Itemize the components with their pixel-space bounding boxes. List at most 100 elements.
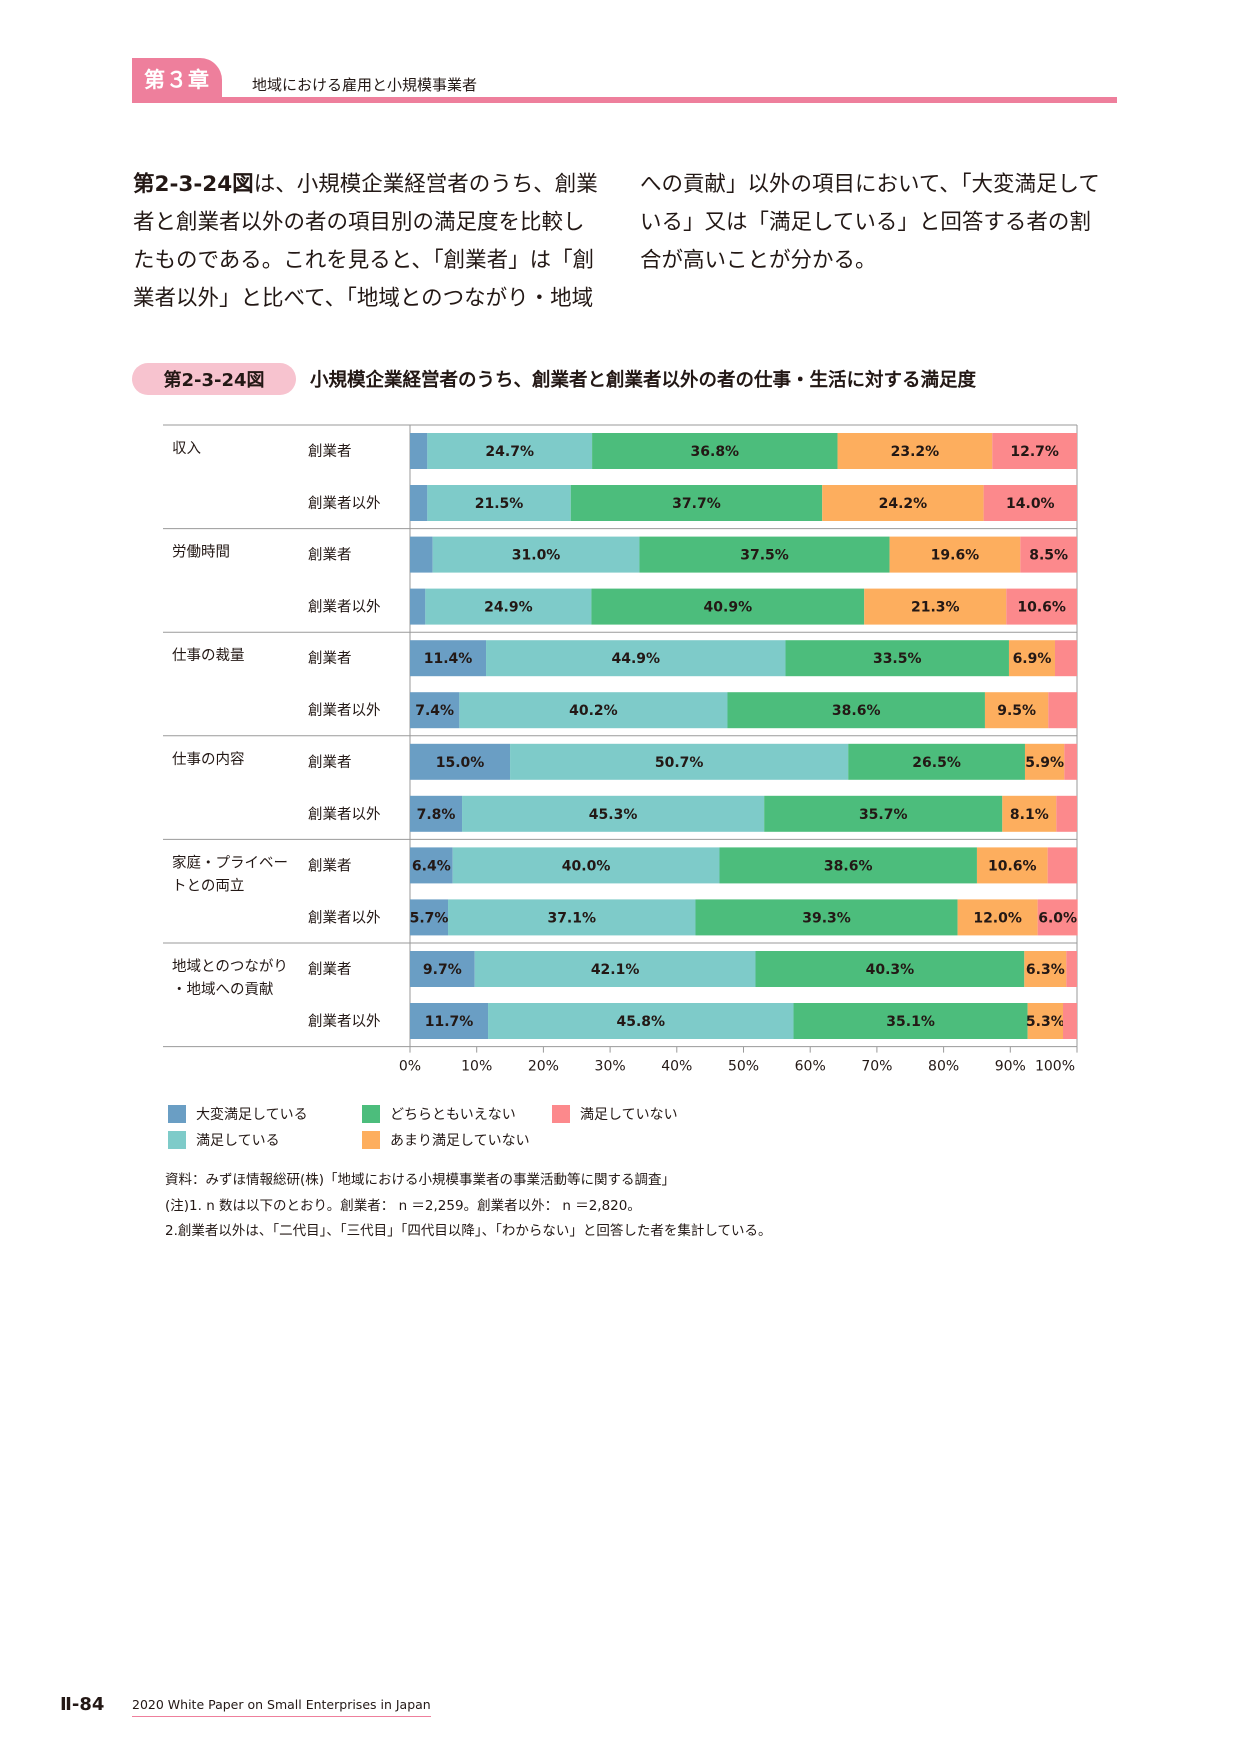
bar-segment [410,795,463,832]
data-label: 26.5% [912,755,961,771]
data-label: 36.8% [691,444,740,460]
bar-segment [1024,951,1067,987]
group-label: ・地域への貢献 [172,981,274,998]
data-label: 24.9% [484,600,533,616]
data-label: 37.7% [672,496,721,512]
bar-segment [983,485,1077,521]
data-label: 35.1% [886,1014,935,1030]
bar-segment [957,899,1038,936]
x-tick-label: 60% [795,1059,826,1075]
bar-segment [1066,951,1077,987]
data-label: 40.9% [704,600,753,616]
bar-segment [591,588,865,625]
legend-swatch [168,1105,186,1123]
legend-item: 満足している [168,1130,280,1150]
bar-segment [570,485,823,521]
data-label: 45.8% [616,1014,665,1030]
legend-label: 大変満足している [196,1107,308,1123]
x-tick-label: 40% [661,1059,692,1075]
bar-segment [848,743,1025,780]
book-title: 2020 White Paper on Small Enterprises in… [132,1697,431,1717]
data-label: 40.3% [866,962,915,978]
data-label: 31.0% [512,548,561,564]
data-label: 40.0% [562,858,611,874]
bar-segment [785,640,1009,677]
x-tick-label: 30% [595,1059,626,1075]
bar-segment [448,899,696,936]
data-label: 9.7% [423,962,462,978]
x-tick-label: 90% [995,1059,1026,1075]
group-label: 労働時間 [172,544,230,561]
bar-segment [510,743,849,780]
data-label: 33.5% [873,651,922,667]
bar-segment [427,433,593,469]
bar-segment [837,433,993,469]
bar-segment [427,485,571,521]
row-label: 創業者 [308,961,352,978]
chapter-title: 地域における雇用と小規模事業者 [252,76,478,94]
bar-segment [1024,743,1065,780]
legend-swatch [552,1105,570,1123]
bar-segment [639,536,890,573]
bar-segment [432,536,640,573]
legend-label: 満足している [196,1133,280,1149]
bar-segment [425,588,592,625]
bar-segment [1056,795,1077,832]
bar-segment [410,433,428,469]
group-label: 仕事の内容 [172,751,245,768]
group-label: 家庭・プライベー [172,854,288,871]
data-label: 6.0% [1038,910,1077,926]
data-label: 38.6% [824,858,873,874]
data-label: 10.6% [1017,600,1066,616]
bar-segment [410,951,475,987]
data-label: 8.5% [1029,548,1068,564]
bar-segment [474,951,756,987]
chapter-rule [132,97,1117,103]
legend-label: 満足していない [580,1107,678,1123]
bar-segment [452,847,720,884]
bar-segment [755,951,1025,987]
bar-segment [1006,588,1077,625]
data-label: 44.9% [611,651,660,667]
bar-segment [1047,847,1077,884]
bar-segment [1027,1003,1063,1039]
bar-segment [1062,1003,1077,1039]
group-label: 地域とのつながり [172,958,288,975]
bar-segment [486,640,786,677]
bar-segment [410,536,433,573]
bar-segment [695,899,958,936]
data-label: 11.4% [424,651,473,667]
data-label: 38.6% [832,703,881,719]
data-label: 40.2% [569,703,618,719]
bar-segment [459,692,728,729]
bar-segment [592,433,838,469]
data-label: 21.5% [475,496,524,512]
bar-segment [1054,640,1077,677]
data-label: 10.6% [988,858,1037,874]
data-label: 35.7% [859,807,908,823]
figure-reference: 第2-3-24図 [133,172,254,197]
group-label: トとの両立 [172,877,244,894]
bar-segment [410,692,460,729]
legend-swatch [362,1131,380,1149]
bar-segment [984,692,1049,729]
data-label: 12.0% [973,910,1022,926]
row-label: 創業者以外 [308,1013,381,1030]
data-label: 37.5% [740,548,789,564]
data-label: 12.7% [1010,444,1059,460]
x-tick-label: 20% [528,1059,559,1075]
figure-label: 第2-3-24図 [132,363,296,395]
bar-segment [719,847,977,884]
bar-segment [864,588,1007,625]
body-paragraph-left: 第2-3-24図は、小規模企業経営者のうち、創業者と創業者以外の者の項目別の満足… [133,166,603,318]
row-label: 創業者 [308,857,352,874]
data-label: 24.7% [485,444,534,460]
bar-segment [992,433,1077,469]
x-tick-label: 80% [928,1059,959,1075]
bar-segment [1048,692,1077,729]
legend-swatch [168,1131,186,1149]
data-label: 45.3% [589,807,638,823]
data-label: 37.1% [547,910,596,926]
data-label: 9.5% [997,703,1036,719]
figure-title: 小規模企業経営者のうち、創業者と創業者以外の者の仕事・生活に対する満足度 [310,370,977,391]
